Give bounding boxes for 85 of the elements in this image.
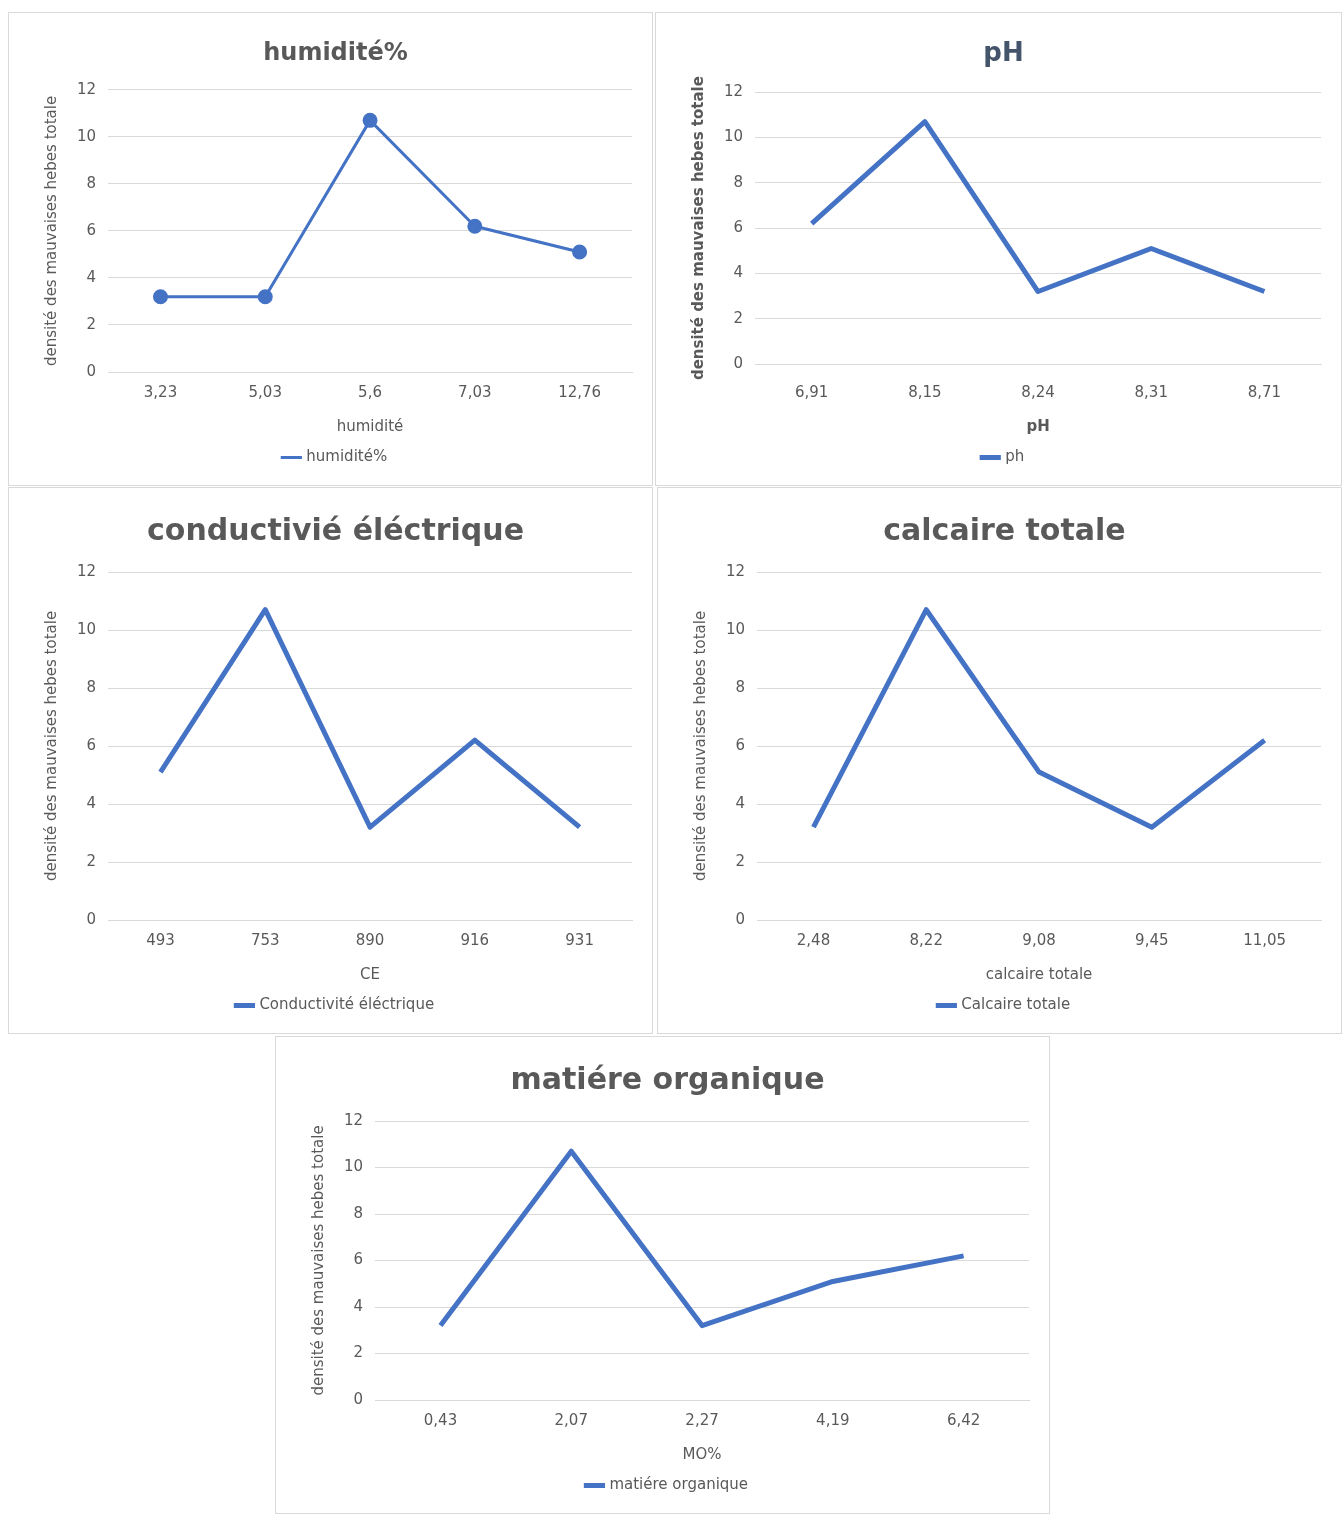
- y-tick-label: 2: [733, 308, 744, 327]
- y-axis-title: densité des mauvaises hebes totale: [688, 76, 707, 381]
- y-tick-label: 12: [343, 1110, 364, 1129]
- x-tick-label: 2,48: [796, 930, 831, 949]
- x-tick-label: 5,6: [358, 382, 382, 401]
- y-axis-title: densité des mauvaises hebes totale: [41, 95, 60, 367]
- y-tick-label: 10: [723, 127, 744, 146]
- legend-label: Calcaire totale: [961, 995, 1071, 1014]
- y-tick-label: 6: [353, 1250, 364, 1269]
- y-tick-label: 10: [76, 619, 97, 638]
- y-tick-label: 8: [735, 677, 746, 696]
- y-tick-label: 0: [353, 1389, 364, 1408]
- y-tick-label: 4: [86, 267, 97, 286]
- x-tick-label: 8,15: [908, 382, 942, 401]
- y-tick-label: 4: [733, 263, 744, 282]
- y-tick-label: 6: [86, 220, 97, 239]
- y-tick-label: 6: [735, 735, 746, 754]
- x-tick-label: 3,23: [143, 382, 178, 401]
- x-tick-label: 931: [565, 930, 594, 949]
- chart-title: humidité%: [263, 37, 408, 66]
- x-tick-label: 8,24: [1021, 382, 1055, 401]
- legend-label: humidité%: [306, 447, 388, 466]
- y-tick-label: 0: [733, 353, 744, 372]
- x-axis-title: calcaire totale: [985, 964, 1093, 983]
- point: [467, 218, 483, 234]
- x-tick-label: 7,03: [458, 382, 492, 401]
- y-tick-label: 0: [86, 909, 97, 928]
- point: [362, 112, 378, 128]
- y-tick-label: 8: [353, 1203, 364, 1222]
- y-tick-label: 12: [723, 82, 744, 101]
- chart-title: matiére organique: [510, 1060, 825, 1096]
- x-tick-label: 9,08: [1022, 930, 1056, 949]
- x-tick-label: 5,03: [248, 382, 282, 401]
- y-tick-label: 8: [86, 173, 97, 192]
- y-tick-label: 4: [735, 793, 746, 812]
- legend-label: matiére organique: [609, 1475, 749, 1494]
- x-tick-label: 11,05: [1243, 930, 1287, 949]
- x-axis-title: MO%: [682, 1444, 722, 1463]
- y-tick-label: 0: [86, 361, 97, 380]
- x-tick-label: 8,31: [1134, 382, 1168, 401]
- x-axis-title: humidité: [336, 416, 404, 435]
- y-axis-title: densité des mauvaises hebes totale: [41, 610, 60, 882]
- x-tick-label: 8,22: [909, 930, 943, 949]
- x-tick-label: 0,43: [423, 1410, 458, 1429]
- y-tick-label: 2: [735, 851, 746, 870]
- y-tick-label: 10: [725, 619, 746, 638]
- y-tick-label: 6: [733, 217, 744, 236]
- x-tick-label: 6,91: [794, 382, 829, 401]
- y-tick-label: 10: [343, 1157, 364, 1176]
- y-tick-label: 2: [86, 851, 97, 870]
- y-tick-label: 2: [86, 314, 97, 333]
- x-tick-label: 8,71: [1247, 382, 1282, 401]
- x-tick-label: 6,42: [946, 1410, 981, 1429]
- x-tick-label: 753: [250, 930, 280, 949]
- x-axis-title: CE: [360, 964, 381, 983]
- x-axis-title: pH: [1026, 416, 1050, 435]
- legend-label: Conductivité éléctrique: [259, 995, 435, 1014]
- y-tick-label: 8: [86, 677, 97, 696]
- x-tick-label: 2,07: [554, 1410, 588, 1429]
- x-tick-label: 9,45: [1135, 930, 1169, 949]
- x-tick-label: 916: [460, 930, 490, 949]
- x-tick-label: 2,27: [685, 1410, 719, 1429]
- y-axis-title: densité des mauvaises hebes totale: [690, 610, 709, 882]
- y-tick-label: 2: [353, 1343, 364, 1362]
- y-tick-label: 12: [76, 561, 97, 580]
- x-tick-label: 4,19: [816, 1410, 850, 1429]
- chart-title: pH: [983, 37, 1024, 68]
- y-tick-label: 12: [725, 561, 746, 580]
- x-tick-label: 12,76: [558, 382, 602, 401]
- y-tick-label: 8: [733, 172, 744, 191]
- x-tick-label: 493: [146, 930, 175, 949]
- point: [257, 289, 273, 305]
- y-tick-label: 6: [86, 735, 97, 754]
- legend-label: ph: [1005, 447, 1025, 466]
- y-axis-title: densité des mauvaises hebes totale: [308, 1125, 327, 1396]
- y-tick-label: 4: [353, 1296, 364, 1315]
- point: [152, 289, 168, 305]
- chart-title: conductivié éléctrique: [147, 511, 524, 547]
- y-tick-label: 10: [76, 126, 97, 145]
- point: [572, 244, 588, 260]
- chart-title: calcaire totale: [883, 511, 1126, 547]
- y-tick-label: 4: [86, 793, 97, 812]
- x-tick-label: 890: [355, 930, 385, 949]
- y-tick-label: 12: [76, 79, 97, 98]
- y-tick-label: 0: [735, 909, 746, 928]
